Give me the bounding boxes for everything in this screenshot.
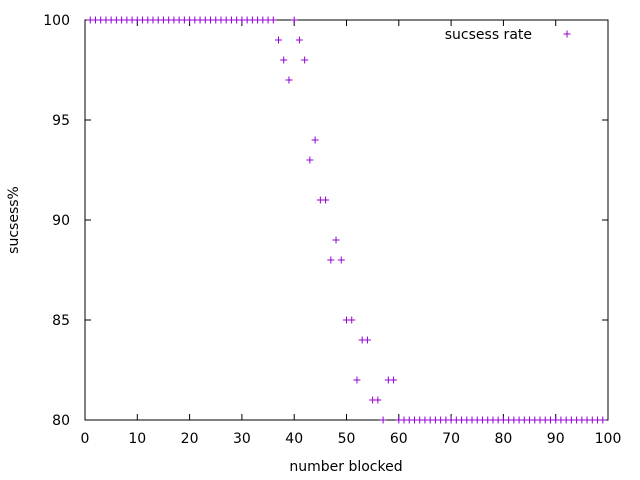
x-tick-label: 90 [547,431,565,447]
x-tick-label: 70 [442,431,460,447]
data-point [306,156,314,164]
x-tick-label: 80 [494,431,512,447]
data-point [599,416,607,424]
data-point [332,236,340,244]
legend-label: sucsess rate [445,27,532,43]
data-point [275,36,283,44]
data-points [86,16,607,424]
data-point [348,316,356,324]
y-tick-labels: 80 85 90 95 100 [43,13,70,429]
plot-frame [84,19,609,421]
y-tick-label: 95 [52,113,70,129]
y-tick-label: 80 [52,413,70,429]
x-tick-label: 10 [128,431,146,447]
y-tick-label: 100 [43,13,70,29]
x-tick-label: 50 [338,431,356,447]
y-axis-title: sucsess% [6,186,22,254]
data-point [280,56,288,64]
data-point [327,256,335,264]
x-tick-label: 30 [233,431,251,447]
x-tick-label: 40 [285,431,303,447]
y-tick-label: 85 [52,313,70,329]
x-tick-label: 0 [81,431,90,447]
data-point [374,396,382,404]
x-axis-title: number blocked [289,459,402,475]
x-tick-label: 60 [390,431,408,447]
x-tick-labels: 0 10 20 30 40 50 60 70 80 90 100 [81,431,622,447]
axis-ticks [84,19,609,421]
y-tick-label: 90 [52,213,70,229]
data-point [353,376,361,384]
x-tick-label: 20 [181,431,199,447]
legend: sucsess rate [445,27,571,43]
data-point [363,336,371,344]
x-tick-label: 100 [595,431,622,447]
data-point [285,76,293,84]
data-point [379,416,387,424]
data-point [295,36,303,44]
data-point [269,16,277,24]
data-point [390,376,398,384]
legend-marker [563,30,571,38]
data-point [301,56,309,64]
legend-marker-symbol [563,30,571,38]
data-point [322,196,330,204]
data-point [290,16,298,24]
data-point [337,256,345,264]
data-point [311,136,319,144]
